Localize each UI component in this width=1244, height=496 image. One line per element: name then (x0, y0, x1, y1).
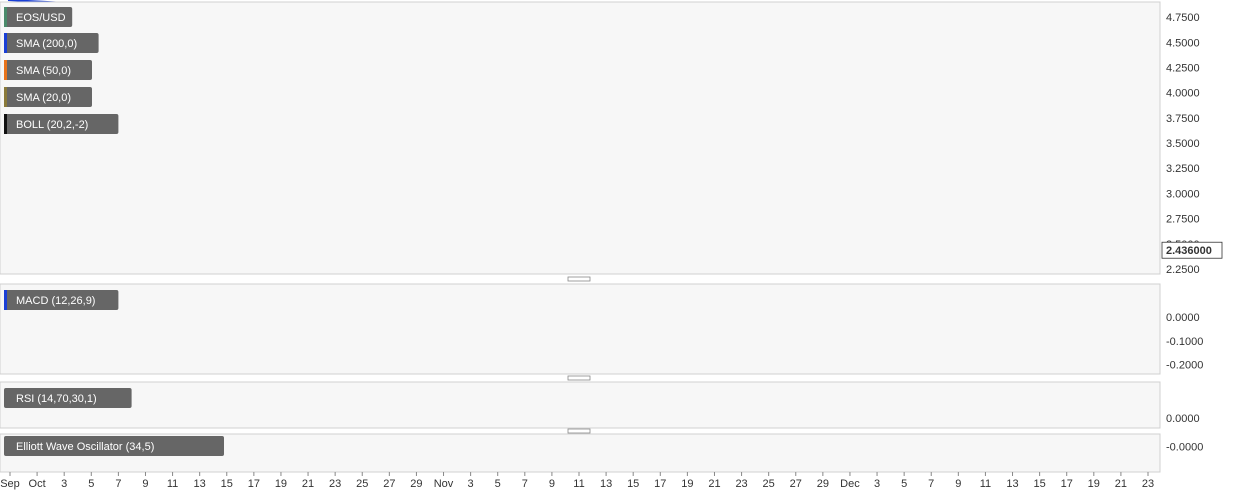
date-axis-tick: 15 (627, 478, 639, 490)
date-axis-tick: 13 (1006, 478, 1018, 490)
price-axis-tick: 2.2500 (1166, 264, 1200, 276)
price-axis-tick: 4.7500 (1166, 12, 1200, 24)
indicator-legend-0-box[interactable] (4, 33, 99, 53)
panel-resize-handle[interactable] (567, 428, 591, 434)
date-axis-tick: 17 (248, 478, 260, 490)
date-axis-tick: 25 (763, 478, 775, 490)
date-axis-tick: 7 (115, 478, 121, 490)
last-price-label: 2.436000 (1166, 245, 1212, 257)
date-axis-tick: 11 (167, 478, 178, 490)
symbol-legend-label: EOS/USD (16, 12, 66, 24)
date-axis-tick: 23 (1142, 478, 1154, 490)
date-axis-tick: 21 (1115, 478, 1127, 490)
rsi-panel-frame (0, 381, 1161, 429)
date-axis-tick: Dec (840, 478, 860, 490)
date-axis-tick: 21 (708, 478, 720, 490)
panel-resize-handle[interactable] (567, 375, 591, 381)
date-axis-tick: 7 (928, 478, 934, 490)
date-axis-tick: 13 (194, 478, 206, 490)
macd-legend-label: MACD (12,26,9) (16, 295, 95, 307)
date-axis-tick: 11 (980, 478, 991, 490)
date-axis-tick: 3 (468, 478, 474, 490)
date-axis-tick: 15 (221, 478, 233, 490)
date-axis-tick: 13 (600, 478, 612, 490)
macd-axis-tick: -0.2000 (1166, 360, 1203, 372)
price-axis-tick: 3.7500 (1166, 113, 1200, 125)
macd-axis-tick: -0.1000 (1166, 336, 1203, 348)
date-axis-tick: 5 (495, 478, 501, 490)
date-axis-tick: 23 (735, 478, 747, 490)
indicator-legend-1-box[interactable] (4, 60, 92, 80)
date-axis-tick: 27 (790, 478, 802, 490)
macd-legend-swatch (4, 290, 7, 310)
rsi-axis-tick: 0.0000 (1166, 413, 1200, 425)
macd-axis-tick: 0.0000 (1166, 312, 1200, 324)
date-axis-tick: Sep (0, 478, 20, 490)
date-axis-tick: 11 (573, 478, 584, 490)
ewo-axis-tick: -0.0000 (1166, 442, 1203, 454)
panel-resize-handle[interactable] (567, 276, 591, 282)
date-axis-tick: 3 (874, 478, 880, 490)
date-axis-tick: 19 (275, 478, 287, 490)
price-axis-tick: 4.0000 (1166, 88, 1200, 100)
indicator-legend-2-label: SMA (20,0) (16, 92, 71, 104)
ewo-legend-box[interactable] (4, 436, 224, 456)
date-axis-tick: 19 (1088, 478, 1100, 490)
date-axis-tick: 17 (1061, 478, 1073, 490)
symbol-legend-swatch (4, 7, 7, 27)
axes: 4.7500 4.5000 4.2500 4.0000 3.7500 3.5000 3.25… (0, 1, 1223, 490)
date-axis-tick: 21 (302, 478, 314, 490)
date-axis-tick: 23 (329, 478, 341, 490)
ewo-legend-label: Elliott Wave Oscillator (34,5) (16, 441, 154, 453)
indicator-legend-0-label: SMA (200,0) (16, 38, 77, 50)
rsi-legend-label: RSI (14,70,30,1) (16, 393, 97, 405)
indicator-legend-3-box[interactable] (4, 114, 119, 134)
date-axis-tick: 5 (88, 478, 94, 490)
macd-legend-box[interactable] (4, 290, 119, 310)
indicator-legend-0-swatch (4, 33, 7, 53)
indicator-legend-1-label: SMA (50,0) (16, 65, 71, 77)
indicator-legend-2-swatch (4, 87, 7, 107)
date-axis-tick: 9 (142, 478, 148, 490)
indicator-legend-3-swatch (4, 114, 7, 134)
date-axis-tick: 3 (61, 478, 67, 490)
date-axis-tick: 19 (681, 478, 693, 490)
date-axis-tick: 17 (654, 478, 666, 490)
date-axis-tick: 9 (549, 478, 555, 490)
date-axis-tick: 5 (901, 478, 907, 490)
date-axis-tick: Nov (434, 478, 454, 490)
price-axis-tick: 3.0000 (1166, 188, 1200, 200)
price-axis-tick: 3.2500 (1166, 163, 1200, 175)
last-price-box (1161, 241, 1223, 259)
date-axis-tick: 15 (1033, 478, 1045, 490)
price-axis-tick: 2.7500 (1166, 214, 1200, 226)
date-axis-tick: 25 (356, 478, 368, 490)
date-axis-tick: 29 (410, 478, 422, 490)
macd-panel-frame (0, 283, 1161, 375)
date-axis-tick: 29 (817, 478, 829, 490)
price-axis-tick: 4.5000 (1166, 37, 1200, 49)
date-axis-tick: 9 (955, 478, 961, 490)
date-axis-tick: Oct (29, 478, 46, 490)
symbol-legend-box[interactable] (4, 7, 73, 27)
main-panel-frame (0, 1, 1161, 275)
date-axis-tick: 27 (383, 478, 395, 490)
indicator-legend-3-label: BOLL (20,2,-2) (16, 119, 88, 131)
indicator-legend-2-box[interactable] (4, 87, 92, 107)
price-axis-tick: 3.5000 (1166, 138, 1200, 150)
rsi-legend-box[interactable] (4, 388, 132, 408)
price-axis-tick: 4.2500 (1166, 62, 1200, 74)
indicator-legend-1-swatch (4, 60, 7, 80)
date-axis-tick: 7 (522, 478, 528, 490)
legend[interactable]: EOS/USD SMA (200,0) SMA (50,0) SMA (20,0) BO… (4, 7, 224, 456)
